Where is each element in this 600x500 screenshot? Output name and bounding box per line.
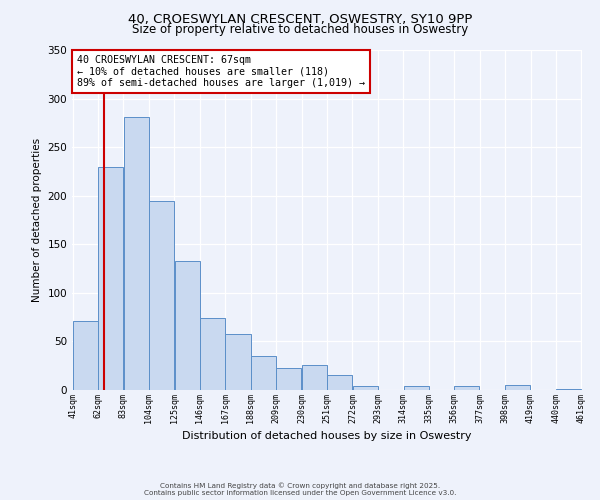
- Bar: [353, 386, 377, 390]
- Bar: [149, 200, 174, 390]
- Text: Size of property relative to detached houses in Oswestry: Size of property relative to detached ho…: [132, 22, 468, 36]
- Text: Contains HM Land Registry data © Crown copyright and database right 2025.: Contains HM Land Registry data © Crown c…: [160, 482, 440, 489]
- Bar: [302, 364, 327, 390]
- Bar: [327, 376, 352, 390]
- Bar: [505, 385, 530, 390]
- Bar: [200, 318, 225, 390]
- Bar: [73, 321, 98, 390]
- Bar: [98, 166, 124, 390]
- Bar: [251, 356, 276, 390]
- Text: 40 CROESWYLAN CRESCENT: 67sqm
← 10% of detached houses are smaller (118)
89% of : 40 CROESWYLAN CRESCENT: 67sqm ← 10% of d…: [77, 55, 365, 88]
- Bar: [124, 117, 149, 390]
- Bar: [226, 334, 251, 390]
- Y-axis label: Number of detached properties: Number of detached properties: [32, 138, 42, 302]
- Bar: [404, 386, 428, 390]
- Bar: [277, 368, 301, 390]
- Text: Contains public sector information licensed under the Open Government Licence v3: Contains public sector information licen…: [144, 490, 456, 496]
- Bar: [175, 261, 200, 390]
- Text: 40, CROESWYLAN CRESCENT, OSWESTRY, SY10 9PP: 40, CROESWYLAN CRESCENT, OSWESTRY, SY10 …: [128, 12, 472, 26]
- X-axis label: Distribution of detached houses by size in Oswestry: Distribution of detached houses by size …: [182, 431, 472, 441]
- Bar: [454, 386, 479, 390]
- Bar: [556, 389, 581, 390]
